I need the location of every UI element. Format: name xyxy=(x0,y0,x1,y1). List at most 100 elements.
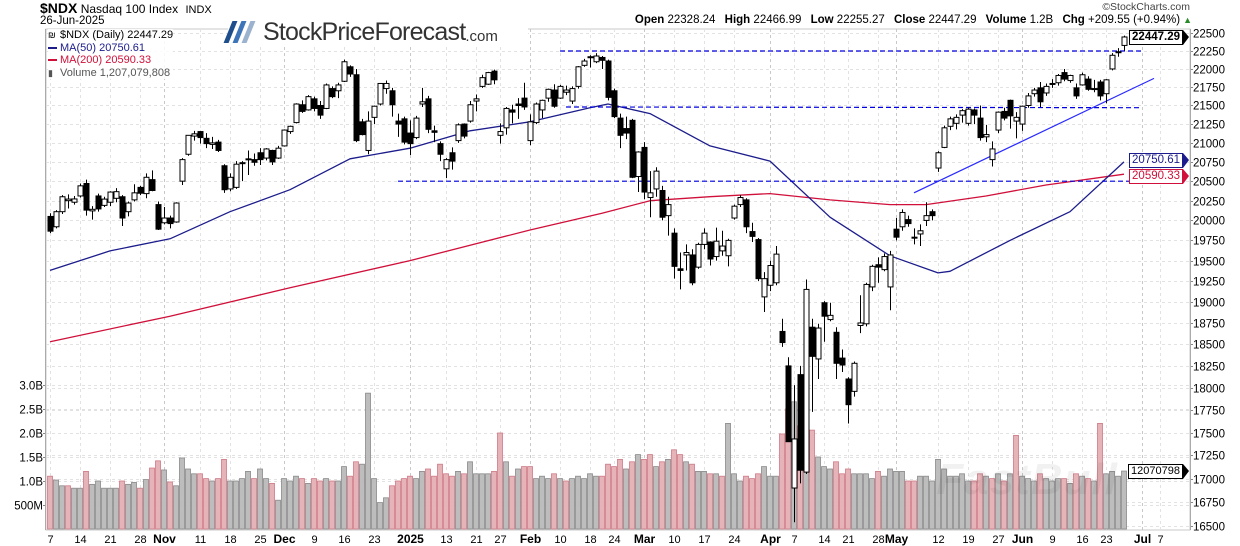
volume-bar xyxy=(335,480,341,530)
candle-body xyxy=(227,176,234,190)
volume-bar xyxy=(1025,478,1031,530)
time-axis-label: 18 xyxy=(584,534,596,546)
volume-bar xyxy=(647,454,653,530)
candle xyxy=(155,201,162,230)
candle xyxy=(863,282,870,327)
volume-bar xyxy=(485,473,491,530)
candle xyxy=(563,85,570,96)
last-price-tag: 22447.29 xyxy=(1129,29,1189,45)
volume-bar xyxy=(503,461,509,530)
candle xyxy=(959,109,966,123)
candle xyxy=(935,151,942,172)
volume-bar xyxy=(833,461,839,530)
candle xyxy=(299,100,306,113)
candle-body xyxy=(647,192,654,199)
low-label: Low xyxy=(810,14,834,26)
volume-bar xyxy=(707,473,713,530)
volume-bar xyxy=(515,468,521,530)
candle-body xyxy=(755,239,762,280)
price-axis-label: 19500 xyxy=(1193,257,1225,269)
candle-body xyxy=(989,148,996,161)
volume-bar xyxy=(929,480,935,530)
ma200-swatch-icon xyxy=(48,59,57,62)
candle-body xyxy=(671,232,678,267)
candle-body xyxy=(335,84,342,92)
close-value: 22447.29 xyxy=(928,14,977,26)
volume-bar xyxy=(593,475,599,530)
candle-body xyxy=(743,199,750,228)
volume-bar xyxy=(275,499,281,530)
high-label: High xyxy=(724,14,751,26)
volume-bar xyxy=(1031,480,1037,530)
candle-body xyxy=(731,205,738,219)
candle-body xyxy=(221,165,228,191)
candle xyxy=(431,125,438,143)
candle xyxy=(971,108,978,125)
volume-bar xyxy=(479,473,485,530)
candle-body xyxy=(53,211,60,228)
time-axis-label: 19 xyxy=(962,534,974,546)
candle xyxy=(59,195,66,215)
time-axis-label: 21 xyxy=(842,534,854,546)
candle-body xyxy=(203,137,210,145)
candle-body xyxy=(65,198,72,202)
candle xyxy=(1013,112,1020,139)
candle-body xyxy=(89,208,96,212)
time-axis-label: Mar xyxy=(634,532,656,546)
volume-bar xyxy=(557,478,563,530)
candle-body xyxy=(479,77,486,87)
candle xyxy=(239,161,246,182)
candle-body xyxy=(161,217,168,224)
copyright: ©StockCharts.com xyxy=(1102,1,1190,13)
volume-bar xyxy=(1103,473,1109,530)
candle xyxy=(119,195,126,226)
candle xyxy=(533,102,540,125)
support-resistance-line xyxy=(565,106,1143,109)
price-axis-label: 17000 xyxy=(1193,475,1225,487)
candle-body xyxy=(557,85,564,99)
volume-bar xyxy=(203,478,209,530)
volume-bar xyxy=(821,466,827,530)
candle-body xyxy=(599,56,606,61)
volume-bar xyxy=(413,478,419,530)
legend-ma50: MA(50) 20750.61 xyxy=(48,42,173,55)
candle-body xyxy=(245,158,252,161)
candle-body xyxy=(701,232,708,245)
volume-bar xyxy=(911,480,917,530)
candle xyxy=(599,56,606,69)
price-axis-label: 18000 xyxy=(1193,384,1225,396)
volume-axis-label: 2.0B xyxy=(19,429,43,441)
volume-bar xyxy=(521,466,527,530)
candle-body xyxy=(431,130,438,133)
candle xyxy=(965,106,972,126)
candle-body xyxy=(737,197,744,206)
price-axis-label: 17250 xyxy=(1193,451,1225,463)
candle-body xyxy=(881,256,888,271)
candle xyxy=(689,249,696,286)
volume-bar xyxy=(131,482,137,530)
candle xyxy=(917,224,924,247)
candle-body xyxy=(971,109,978,116)
volume-bar xyxy=(1097,422,1103,530)
candle xyxy=(1103,79,1110,104)
candle-body xyxy=(935,152,942,169)
volume-bar xyxy=(1073,473,1079,530)
candle xyxy=(221,164,228,193)
volume-bar xyxy=(281,478,287,530)
candle xyxy=(1007,99,1014,129)
candle-body xyxy=(503,107,510,129)
price-axis-label: 21500 xyxy=(1193,101,1225,113)
candle-body xyxy=(605,60,612,98)
candle xyxy=(839,349,846,373)
volume-bar xyxy=(635,454,641,530)
volume-bar xyxy=(353,461,359,530)
candle xyxy=(1019,105,1026,131)
volume-bar xyxy=(611,466,617,530)
time-axis-label: 9 xyxy=(311,534,317,546)
volume-bar xyxy=(743,475,749,530)
candle-body xyxy=(869,265,876,288)
candle-body xyxy=(341,61,348,82)
volume-bar xyxy=(773,475,779,530)
candle xyxy=(503,106,510,135)
candle xyxy=(161,206,168,225)
